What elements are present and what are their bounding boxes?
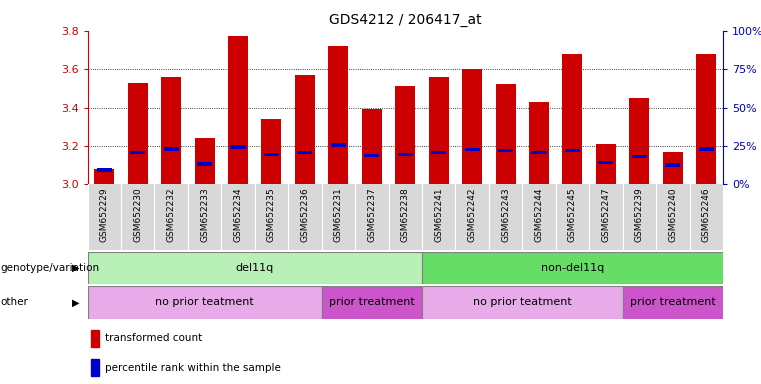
Text: no prior teatment: no prior teatment [473,297,572,308]
Bar [462,69,482,184]
Bar [422,252,723,284]
Text: GSM652244: GSM652244 [534,188,543,242]
Bar [665,164,680,167]
Text: GSM652245: GSM652245 [568,188,577,242]
Bar [97,168,112,172]
Text: ▶: ▶ [72,263,80,273]
Bar [331,143,345,147]
Bar [328,46,349,184]
Bar [531,151,546,154]
Text: GSM652231: GSM652231 [334,188,343,242]
Bar [699,147,714,151]
Bar [398,153,412,156]
Bar [632,155,647,158]
Bar [529,102,549,184]
Bar [565,149,580,152]
Text: ▶: ▶ [72,297,80,308]
Text: prior treatment: prior treatment [329,297,415,308]
Bar [161,77,181,184]
Bar [91,359,99,376]
Text: GSM652232: GSM652232 [167,188,176,242]
Text: GSM652246: GSM652246 [702,188,711,242]
Bar [298,151,313,154]
Title: GDS4212 / 206417_at: GDS4212 / 206417_at [329,13,482,27]
Text: del11q: del11q [236,263,274,273]
Bar [465,148,479,152]
Text: GSM652238: GSM652238 [401,188,409,242]
Bar [629,98,649,184]
Bar [365,154,379,157]
Bar [128,83,148,184]
Bar [195,138,215,184]
Bar [164,147,179,151]
Text: percentile rank within the sample: percentile rank within the sample [105,362,281,372]
Bar [696,54,716,184]
Bar [88,252,422,284]
Text: no prior teatment: no prior teatment [155,297,254,308]
Bar [231,145,246,149]
Bar [598,161,613,164]
Text: transformed count: transformed count [105,333,202,343]
Bar [322,286,422,319]
Text: genotype/variation: genotype/variation [1,263,100,273]
Bar [88,286,322,319]
Text: GSM652236: GSM652236 [301,188,310,242]
Bar [361,109,382,184]
Bar [395,86,416,184]
Text: GSM652229: GSM652229 [100,188,109,242]
Text: GSM652230: GSM652230 [133,188,142,242]
Bar [295,75,315,184]
Bar [495,84,516,184]
Bar [264,153,279,156]
Text: GSM652241: GSM652241 [435,188,443,242]
Bar [431,151,446,154]
Bar [428,77,449,184]
Bar [91,329,99,347]
Bar [422,286,622,319]
Bar [262,119,282,184]
Text: prior treatment: prior treatment [630,297,715,308]
Text: non-del11q: non-del11q [541,263,604,273]
Text: GSM652240: GSM652240 [668,188,677,242]
Text: GSM652234: GSM652234 [234,188,243,242]
Bar [228,36,248,184]
Bar [94,169,114,184]
Text: GSM652235: GSM652235 [267,188,276,242]
Text: GSM652247: GSM652247 [601,188,610,242]
Bar [663,152,683,184]
Text: GSM652239: GSM652239 [635,188,644,242]
Bar [130,151,145,154]
Bar [562,54,582,184]
Text: GSM652233: GSM652233 [200,188,209,242]
Text: GSM652243: GSM652243 [501,188,510,242]
Bar [197,162,212,166]
Text: GSM652237: GSM652237 [368,188,376,242]
Bar [498,149,513,152]
Bar [596,144,616,184]
Text: GSM652242: GSM652242 [467,188,476,242]
Bar [622,286,723,319]
Text: other: other [1,297,29,308]
